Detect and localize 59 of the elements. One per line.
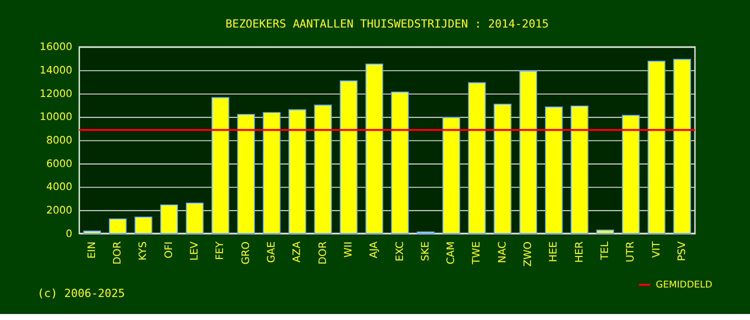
bar: [186, 202, 204, 234]
bar: [365, 64, 384, 234]
y-tick-label: 4000: [46, 181, 72, 194]
x-tick-label: GRO: [240, 241, 252, 265]
x-tick-label: DOR: [112, 241, 124, 265]
x-tick-label: NAC: [496, 241, 508, 264]
y-tick-label: 6000: [46, 158, 72, 170]
y-tick-label: 8000: [46, 134, 72, 146]
x-tick-label: HER: [573, 241, 586, 263]
x-tick-label: SKE: [419, 241, 432, 262]
x-tick-label: TWE: [470, 241, 483, 266]
bar: [519, 70, 538, 234]
x-tick-label: EIN: [86, 241, 98, 259]
bar: [648, 60, 666, 234]
bar: [288, 109, 306, 234]
y-tick-label: 2000: [46, 204, 72, 216]
y-tick-label: 16000: [40, 41, 72, 54]
y-tick-label: 12000: [40, 88, 72, 100]
x-tick-label: ZWO: [522, 241, 534, 267]
x-tick-label: PSV: [676, 241, 688, 262]
x-tick-label: EXC: [394, 241, 406, 262]
bar: [237, 114, 255, 234]
x-tick-label: KYS: [137, 241, 150, 261]
bar: [622, 114, 640, 234]
bar: [340, 80, 358, 234]
bar: [673, 58, 691, 234]
bar: [545, 106, 563, 234]
bar: [134, 216, 152, 234]
x-tick-label: WII: [342, 241, 354, 258]
x-tick-label: FEY: [214, 240, 226, 260]
legend-label: GEMIDDELD: [656, 280, 712, 291]
bar: [442, 117, 460, 234]
bar: [468, 82, 486, 234]
bar: [391, 92, 409, 234]
y-tick-label: 14000: [40, 64, 72, 77]
x-tick-label: GAE: [265, 241, 278, 263]
x-tick-label: UTR: [624, 241, 637, 262]
bar: [212, 97, 230, 234]
bar: [570, 106, 588, 234]
bar: [108, 218, 127, 234]
x-tick-label: HEE: [548, 241, 560, 262]
text: (c) 2006-2025: [37, 286, 125, 300]
x-tick-label: TEL: [598, 241, 611, 261]
bar: [596, 230, 614, 234]
bar: [160, 204, 178, 234]
x-tick-label: AJA: [368, 241, 380, 258]
y-tick-label: 0: [66, 228, 72, 240]
bar: [494, 104, 512, 234]
x-tick-label: DOR: [316, 241, 329, 265]
bar: [262, 112, 281, 234]
x-tick-label: AZA: [291, 241, 304, 262]
x-tick-label: LEV: [188, 241, 201, 261]
bar: [314, 104, 332, 234]
bar: [83, 230, 101, 234]
x-tick-label: VIT: [650, 240, 662, 258]
x-tick-label: OFI: [162, 241, 175, 258]
chart-title: BEZOEKERS AANTALLEN THUISWEDSTRIJDEN : 2014-2015: [225, 17, 549, 30]
x-tick-label: CAM: [445, 241, 458, 264]
y-tick-label: 10000: [40, 111, 72, 124]
